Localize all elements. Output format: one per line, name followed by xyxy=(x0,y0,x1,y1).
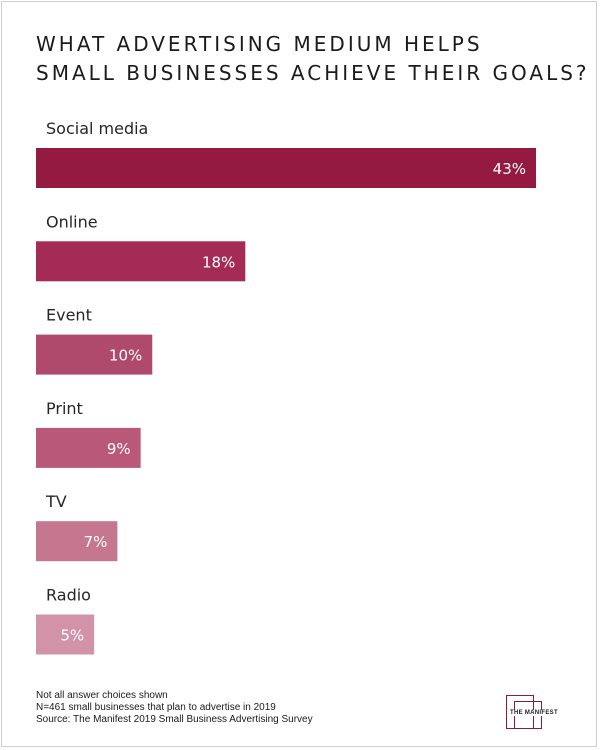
chart-title: WHAT ADVERTISING MEDIUM HELPS SMALL BUSI… xyxy=(36,30,590,88)
note-source: Source: The Manifest 2019 Small Business… xyxy=(36,714,313,725)
value-label: 5% xyxy=(60,627,84,645)
bar xyxy=(36,148,536,188)
category-label: Event xyxy=(46,306,92,325)
category-label: TV xyxy=(45,492,67,511)
bar xyxy=(36,334,153,375)
chart-notes: Not all answer choices shown N=461 small… xyxy=(36,690,313,726)
chart-title-line-2: SMALL BUSINESSES ACHIEVE THEIR GOALS? xyxy=(36,61,590,85)
bar-chart: Social media 43% Online 18% Event 10% Print 9% T… xyxy=(36,119,536,655)
the-manifest-logo: THE MANIFEST xyxy=(506,695,560,731)
category-label: Radio xyxy=(46,586,91,605)
bar xyxy=(36,521,118,562)
bar xyxy=(36,614,95,655)
category-label: Social media xyxy=(46,119,148,138)
value-label: 7% xyxy=(84,533,108,551)
category-label: Print xyxy=(46,399,83,418)
value-label: 43% xyxy=(493,160,526,178)
value-label: 18% xyxy=(202,253,235,271)
value-label: 10% xyxy=(109,347,142,365)
chart-title-line-1: WHAT ADVERTISING MEDIUM HELPS xyxy=(36,32,483,56)
logo-text: THE MANIFEST xyxy=(508,710,560,716)
note-choices: Not all answer choices shown xyxy=(36,690,168,701)
bar xyxy=(36,427,141,468)
note-sample-size: N=461 small businesses that plan to adve… xyxy=(36,702,276,713)
category-label: Online xyxy=(46,212,98,231)
value-label: 9% xyxy=(107,440,131,458)
bar xyxy=(36,241,246,282)
